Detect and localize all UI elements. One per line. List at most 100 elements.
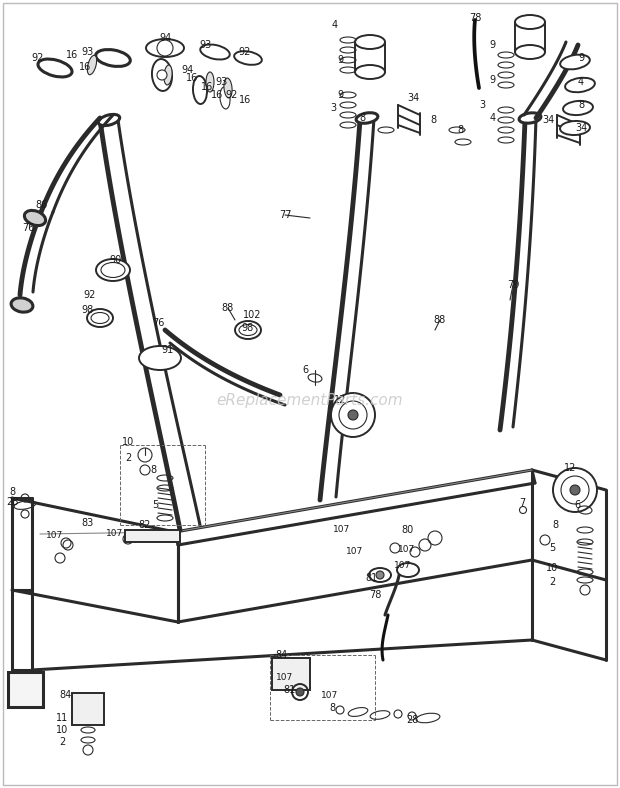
Text: 8: 8 xyxy=(457,125,463,135)
Ellipse shape xyxy=(91,313,109,324)
Ellipse shape xyxy=(355,35,385,49)
Ellipse shape xyxy=(152,59,172,91)
Text: 2: 2 xyxy=(59,737,65,747)
Ellipse shape xyxy=(356,113,378,123)
Text: 107: 107 xyxy=(399,545,415,555)
Ellipse shape xyxy=(24,210,46,225)
Text: 78: 78 xyxy=(369,590,381,600)
Bar xyxy=(272,658,310,690)
Ellipse shape xyxy=(235,321,261,339)
Text: 8: 8 xyxy=(9,487,15,497)
Text: 92: 92 xyxy=(226,90,238,100)
Ellipse shape xyxy=(220,87,230,109)
Circle shape xyxy=(331,393,375,437)
Text: 7: 7 xyxy=(519,498,525,508)
Text: 12: 12 xyxy=(334,395,346,405)
Text: 9: 9 xyxy=(337,55,343,65)
Text: 9: 9 xyxy=(489,40,495,50)
Ellipse shape xyxy=(397,563,419,577)
Ellipse shape xyxy=(38,59,72,77)
Text: 16: 16 xyxy=(79,62,91,72)
Text: 79: 79 xyxy=(507,280,519,290)
Text: 16: 16 xyxy=(66,50,78,60)
Ellipse shape xyxy=(11,298,33,312)
Text: 107: 107 xyxy=(107,529,123,537)
Text: 10: 10 xyxy=(122,437,134,447)
Text: 34: 34 xyxy=(542,115,554,125)
Ellipse shape xyxy=(515,15,545,29)
Ellipse shape xyxy=(515,45,545,59)
Text: 2: 2 xyxy=(549,577,555,587)
Circle shape xyxy=(296,688,304,696)
Text: 83: 83 xyxy=(82,518,94,528)
Text: 84: 84 xyxy=(59,690,71,700)
Text: 81: 81 xyxy=(284,685,296,695)
Text: 77: 77 xyxy=(279,210,291,220)
Text: 8: 8 xyxy=(430,115,436,125)
Text: 16: 16 xyxy=(186,73,198,83)
Text: 8: 8 xyxy=(329,703,335,713)
Ellipse shape xyxy=(200,44,230,60)
Ellipse shape xyxy=(369,568,391,582)
Bar xyxy=(125,530,180,542)
Text: 78: 78 xyxy=(469,13,481,23)
Text: 16: 16 xyxy=(201,82,213,92)
Text: 92: 92 xyxy=(32,53,44,63)
Ellipse shape xyxy=(224,78,232,98)
Ellipse shape xyxy=(146,39,184,57)
Text: 28: 28 xyxy=(406,715,418,725)
Text: 16: 16 xyxy=(239,95,251,105)
Text: 6: 6 xyxy=(302,365,308,375)
Circle shape xyxy=(339,401,367,429)
Text: 88: 88 xyxy=(222,303,234,313)
Text: 94: 94 xyxy=(182,65,194,75)
Text: 28: 28 xyxy=(6,497,18,507)
Text: 8: 8 xyxy=(578,100,584,110)
Ellipse shape xyxy=(355,65,385,79)
Text: 34: 34 xyxy=(575,123,587,133)
Ellipse shape xyxy=(101,262,125,277)
Ellipse shape xyxy=(519,113,541,123)
Circle shape xyxy=(157,70,167,80)
Text: 98: 98 xyxy=(242,323,254,333)
Ellipse shape xyxy=(95,50,130,66)
Text: 4: 4 xyxy=(332,20,338,30)
Text: 4: 4 xyxy=(578,77,584,87)
Ellipse shape xyxy=(87,55,97,75)
Text: 102: 102 xyxy=(243,310,261,320)
Text: 80: 80 xyxy=(402,525,414,535)
Ellipse shape xyxy=(164,65,172,85)
Ellipse shape xyxy=(560,54,590,69)
Text: 94: 94 xyxy=(159,33,171,43)
Ellipse shape xyxy=(563,101,593,115)
Text: 12: 12 xyxy=(564,463,576,473)
Ellipse shape xyxy=(139,346,181,370)
Text: 4: 4 xyxy=(490,113,496,123)
Text: 16: 16 xyxy=(211,90,223,100)
Ellipse shape xyxy=(565,78,595,92)
Text: eReplacementParts.com: eReplacementParts.com xyxy=(216,392,404,407)
Text: 92: 92 xyxy=(84,290,96,300)
Bar xyxy=(72,693,104,725)
Circle shape xyxy=(553,468,597,512)
Text: 5: 5 xyxy=(152,500,158,510)
Text: 5: 5 xyxy=(549,543,555,553)
Text: 3: 3 xyxy=(479,100,485,110)
Circle shape xyxy=(561,476,589,504)
Ellipse shape xyxy=(239,325,257,336)
Text: 3: 3 xyxy=(330,103,336,113)
Text: 9: 9 xyxy=(489,75,495,85)
Bar xyxy=(8,672,43,707)
Text: 98: 98 xyxy=(82,305,94,315)
Text: 81: 81 xyxy=(366,573,378,583)
Ellipse shape xyxy=(96,259,130,281)
Text: 2: 2 xyxy=(125,453,131,463)
Text: 92: 92 xyxy=(239,47,251,57)
Text: 93: 93 xyxy=(199,40,211,50)
Text: 34: 34 xyxy=(407,93,419,103)
Text: 93: 93 xyxy=(216,77,228,87)
Text: 107: 107 xyxy=(277,674,294,682)
Text: 84: 84 xyxy=(276,650,288,660)
Text: 76: 76 xyxy=(152,318,164,328)
Text: 9: 9 xyxy=(578,53,584,63)
